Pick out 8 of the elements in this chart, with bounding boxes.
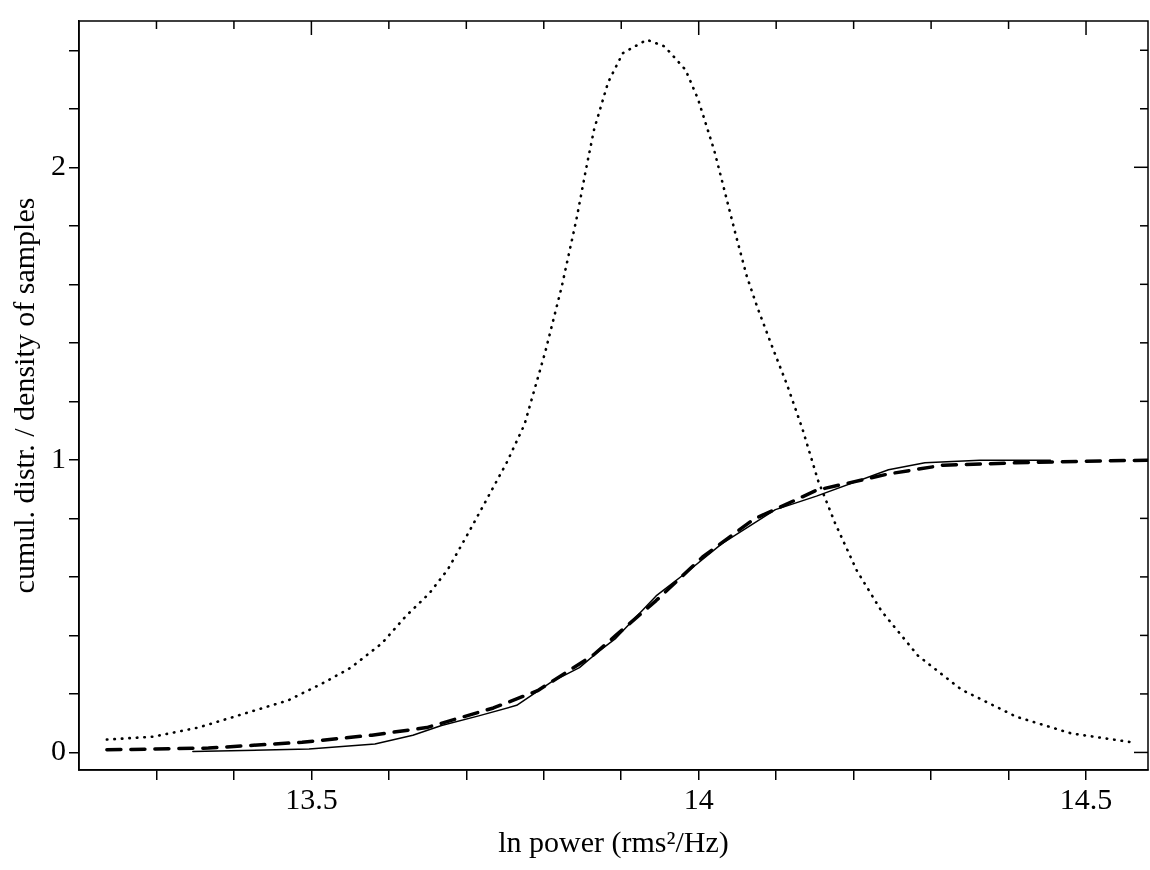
y-tick-label: 2 xyxy=(51,148,66,182)
y-axis-title: cumul. distr. / density of samples xyxy=(6,197,40,594)
x-axis-title: ln power (rms²/Hz) xyxy=(498,824,729,859)
x-tick-label: 14.5 xyxy=(1059,781,1113,815)
x-tick-label: 14 xyxy=(683,781,714,815)
y-tick-label: 1 xyxy=(51,440,66,474)
y-tick-label: 0 xyxy=(51,733,66,767)
x-tick-label: 13.5 xyxy=(285,781,338,815)
